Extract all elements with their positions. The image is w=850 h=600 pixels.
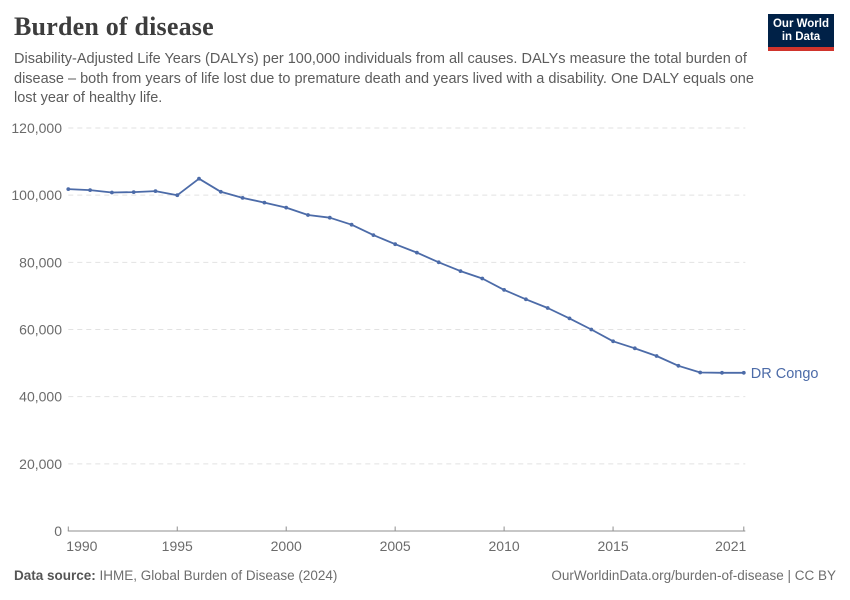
attribution-link[interactable]: OurWorldinData.org/burden-of-disease | C… [551, 568, 836, 583]
data-point[interactable] [240, 196, 245, 200]
data-point[interactable] [589, 327, 594, 332]
data-point[interactable] [436, 260, 441, 265]
data-point[interactable] [676, 363, 681, 368]
y-axis-label: 100,000 [11, 187, 62, 203]
y-axis-label: 60,000 [19, 322, 62, 338]
data-point[interactable] [306, 213, 310, 217]
data-point[interactable] [632, 346, 637, 351]
data-source-note: Data source: IHME, Global Burden of Dise… [14, 568, 337, 583]
x-axis-label: 2021 [715, 538, 746, 554]
data-point[interactable] [720, 370, 724, 375]
data-point[interactable] [545, 306, 550, 310]
x-axis-label: 2010 [489, 538, 520, 554]
data-point[interactable] [284, 205, 289, 210]
x-axis-label: 2015 [597, 538, 628, 554]
data-point[interactable] [88, 188, 92, 193]
data-point[interactable] [567, 316, 572, 321]
data-point[interactable] [415, 250, 419, 255]
data-point[interactable] [741, 370, 746, 375]
y-axis-label-zero: 0 [54, 523, 62, 539]
data-point[interactable] [218, 189, 223, 194]
data-point[interactable] [262, 200, 267, 205]
data-point[interactable] [349, 222, 354, 227]
data-point[interactable] [654, 354, 659, 358]
dr-congo-line[interactable] [68, 177, 744, 374]
y-axis-label: 80,000 [19, 254, 62, 270]
chart-title: Burden of disease [14, 12, 214, 41]
x-axis-label: 2005 [380, 538, 411, 554]
series-label-dr-congo: DR Congo [751, 366, 819, 382]
x-axis-label: 2000 [271, 538, 302, 554]
data-point[interactable] [393, 242, 398, 247]
data-point[interactable] [175, 193, 180, 198]
data-point[interactable] [698, 370, 703, 375]
x-axis-label: 1995 [162, 538, 193, 554]
data-point[interactable] [131, 190, 136, 195]
chart-subtitle: Disability-Adjusted Life Years (DALYs) p… [14, 51, 754, 106]
data-point[interactable] [371, 233, 376, 238]
y-axis-label: 20,000 [19, 456, 62, 472]
owid-logo[interactable]: Our World in Data [768, 14, 834, 51]
data-point[interactable] [197, 176, 201, 181]
data-point[interactable] [480, 276, 485, 281]
x-axis-label: 1990 [66, 538, 97, 554]
data-point[interactable] [153, 189, 158, 194]
data-point[interactable] [110, 190, 114, 195]
y-axis-label: 120,000 [11, 120, 62, 136]
data-point[interactable] [327, 215, 332, 220]
data-point[interactable] [458, 269, 463, 273]
owid-logo-line2: in Data [781, 31, 821, 43]
data-point[interactable] [611, 339, 615, 344]
data-point[interactable] [502, 288, 506, 292]
data-source-value: IHME, Global Burden of Disease (2024) [99, 568, 338, 583]
data-point[interactable] [524, 297, 528, 302]
y-axis-label: 40,000 [19, 389, 62, 405]
owid-logo-line1: Our World [772, 18, 829, 30]
data-point[interactable] [66, 187, 71, 192]
data-source-label: Data source: [14, 568, 96, 583]
